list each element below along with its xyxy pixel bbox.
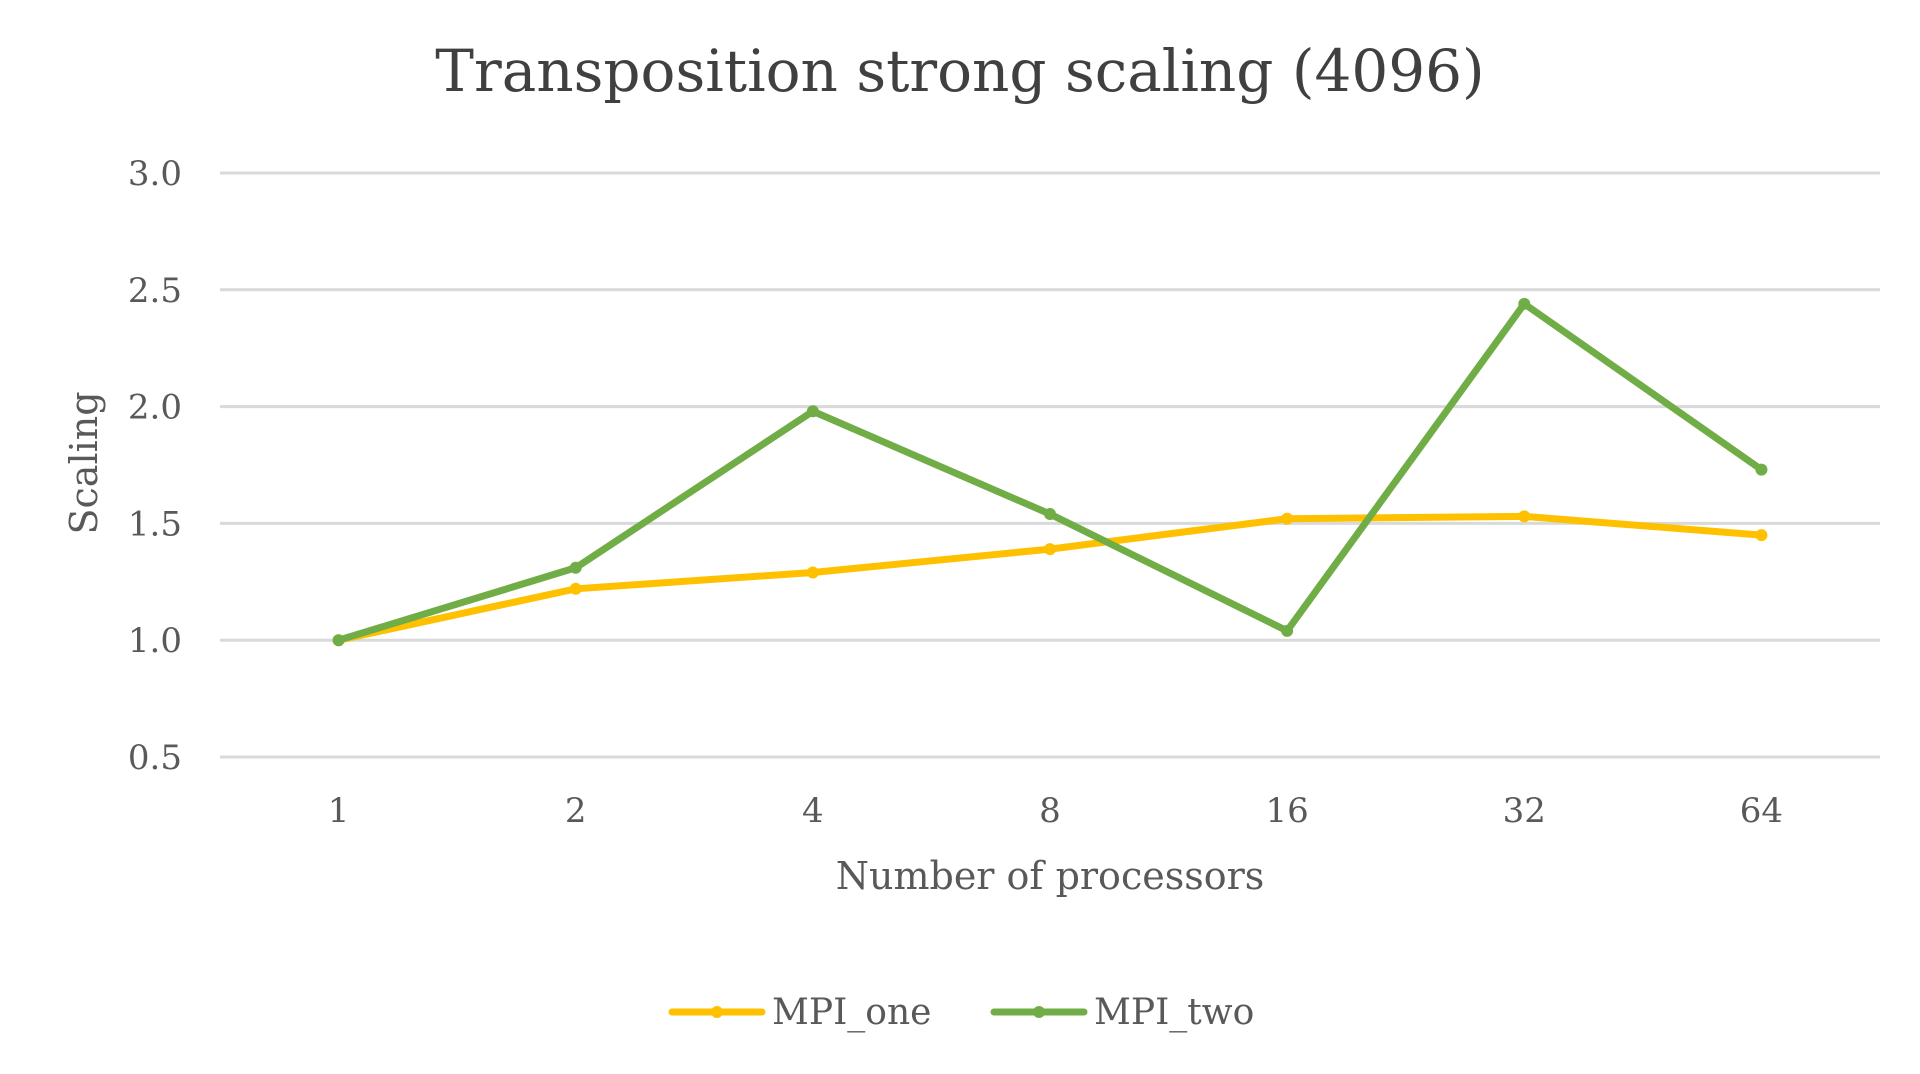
data-point xyxy=(1518,297,1531,310)
data-point xyxy=(1044,543,1056,556)
y-axis-title: Scaling xyxy=(62,391,106,534)
y-axis-ticks: 0.5 1.0 1.5 2.0 2.5 3.0 xyxy=(128,154,182,778)
data-point xyxy=(806,566,819,579)
legend-item: MPI_one xyxy=(668,992,931,1033)
x-axis-ticks: 1 2 4 8 16 32 64 xyxy=(328,791,1783,831)
series-line xyxy=(335,300,1765,644)
x-tick-label: 32 xyxy=(1503,791,1546,831)
legend-label: MPI_one xyxy=(772,992,931,1033)
y-tick-label: 2.5 xyxy=(128,271,182,311)
data-point xyxy=(1755,529,1768,542)
legend-marker xyxy=(1033,1006,1045,1018)
series-lines xyxy=(332,297,1768,647)
data-point xyxy=(1281,512,1294,525)
legend: MPI_one MPI_two xyxy=(668,992,1254,1033)
legend-item: MPI_two xyxy=(990,992,1254,1033)
x-tick-label: 64 xyxy=(1740,791,1783,831)
chart-title: Transposition strong scaling (4096) xyxy=(435,37,1484,105)
data-point xyxy=(569,582,582,595)
series-MPI_one xyxy=(332,510,1768,647)
x-tick-label: 4 xyxy=(802,791,824,831)
data-point xyxy=(569,561,582,574)
y-tick-label: 1.5 xyxy=(128,504,182,544)
data-point xyxy=(1755,463,1768,476)
gridlines xyxy=(220,171,1880,759)
x-tick-label: 1 xyxy=(328,791,350,831)
series-MPI_two xyxy=(332,297,1768,647)
y-tick-label: 3.0 xyxy=(128,154,182,194)
x-tick-label: 8 xyxy=(1039,791,1061,831)
y-tick-label: 1.0 xyxy=(128,621,182,661)
legend-label: MPI_two xyxy=(1094,992,1254,1033)
data-point xyxy=(806,405,819,418)
data-point xyxy=(1518,510,1531,523)
x-axis-title: Number of processors xyxy=(836,854,1265,898)
x-tick-label: 2 xyxy=(565,791,587,831)
legend-marker xyxy=(711,1006,723,1018)
y-tick-label: 0.5 xyxy=(128,738,182,778)
x-tick-label: 16 xyxy=(1266,791,1309,831)
data-point xyxy=(332,634,345,647)
data-point xyxy=(1281,624,1294,637)
data-point xyxy=(1044,508,1056,521)
y-tick-label: 2.0 xyxy=(128,388,182,428)
